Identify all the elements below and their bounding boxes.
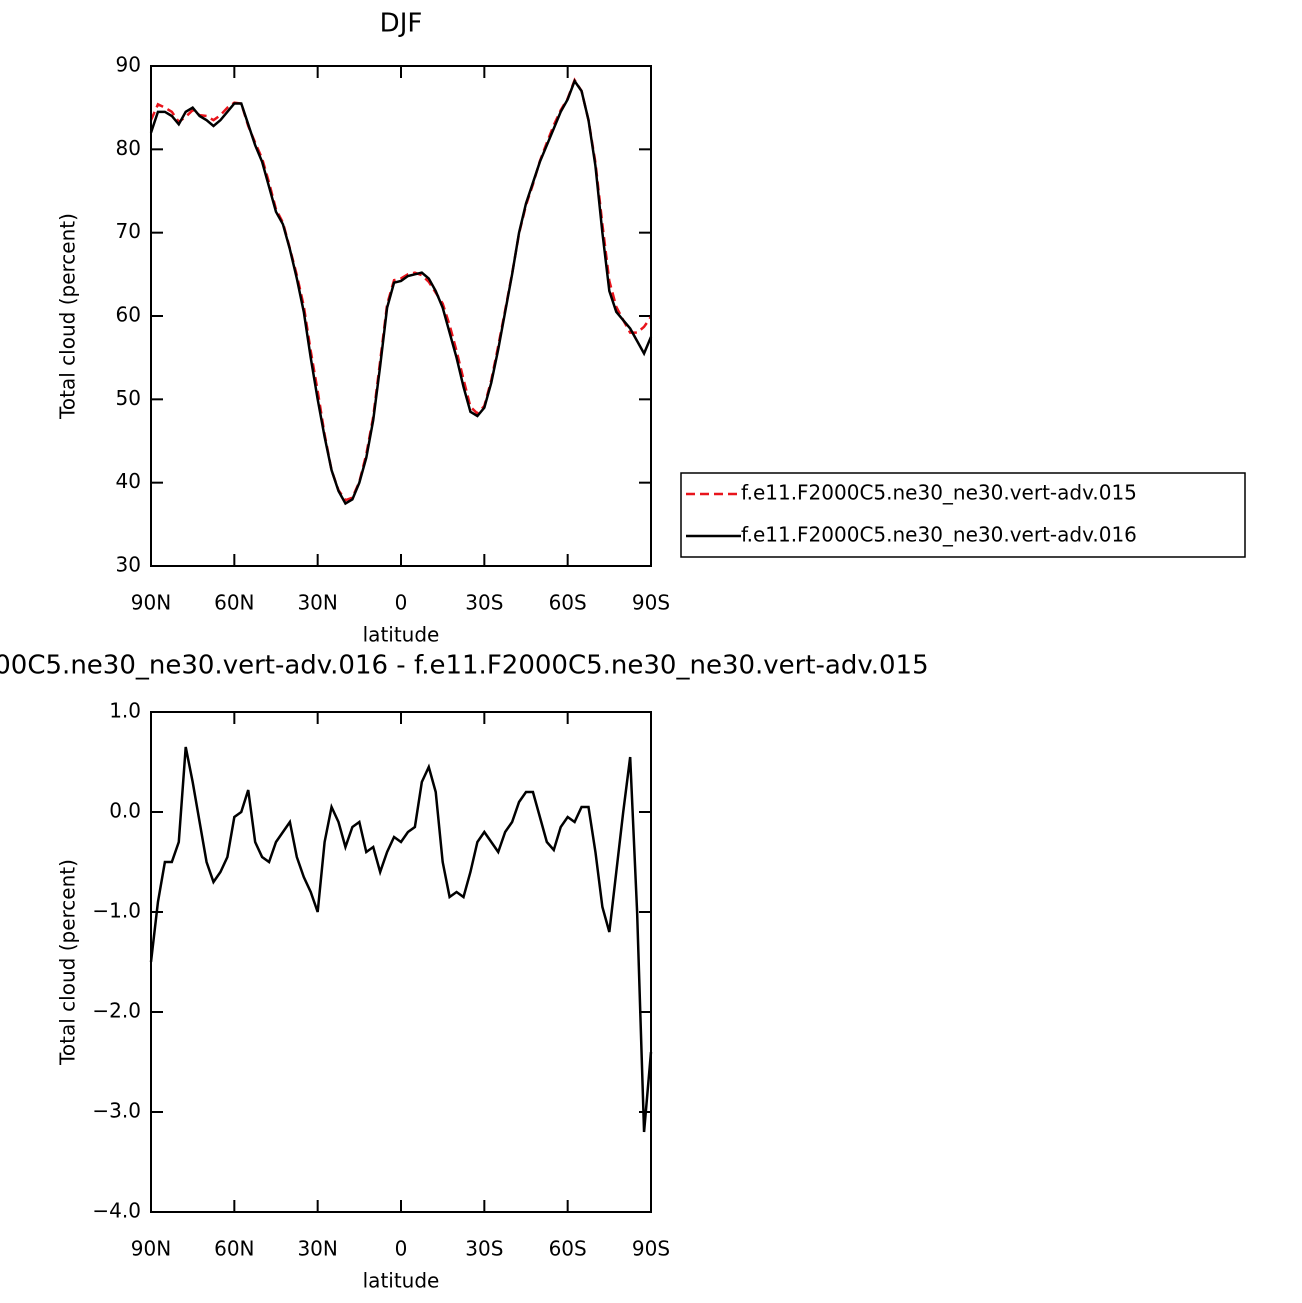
y-tick-label: 40 xyxy=(116,469,141,493)
x-tick-label: 60S xyxy=(549,591,587,615)
legend-label: f.e11.F2000C5.ne30_ne30.vert-adv.015 xyxy=(741,481,1137,505)
x-tick-label: 90N xyxy=(131,1237,171,1261)
y-tick-label: −1.0 xyxy=(92,899,141,923)
y-tick-label: −2.0 xyxy=(92,999,141,1023)
y-axis-label: Total cloud (percent) xyxy=(56,859,80,1066)
legend-box xyxy=(680,472,1246,558)
x-tick-label: 90N xyxy=(131,591,171,615)
x-tick-label: 90S xyxy=(632,1237,670,1261)
y-tick-label: 60 xyxy=(116,303,141,327)
chart-title: f.e11.F2000C5.ne30_ne30.vert-adv.016 - f… xyxy=(0,651,929,681)
y-tick-label: 1.0 xyxy=(109,699,141,723)
x-tick-label: 0 xyxy=(395,591,408,615)
plot-frame xyxy=(150,65,652,567)
y-axis-label: Total cloud (percent) xyxy=(56,213,80,420)
y-tick-label: 0.0 xyxy=(109,799,141,823)
chart-title: DJF xyxy=(380,9,423,39)
y-tick-label: −4.0 xyxy=(92,1199,141,1223)
x-tick-label: 60S xyxy=(549,1237,587,1261)
x-tick-label: 0 xyxy=(395,1237,408,1261)
data-line xyxy=(149,746,653,1133)
y-tick-label: 50 xyxy=(116,386,141,410)
x-tick-label: 90S xyxy=(632,591,670,615)
x-tick-label: 30N xyxy=(297,1237,337,1261)
x-tick-label: 30S xyxy=(465,591,503,615)
y-tick-label: 80 xyxy=(116,136,141,160)
y-tick-label: 90 xyxy=(116,53,141,77)
x-tick-label: 30S xyxy=(465,1237,503,1261)
data-line xyxy=(149,77,653,502)
legend-label: f.e11.F2000C5.ne30_ne30.vert-adv.016 xyxy=(741,523,1137,547)
y-tick-label: 30 xyxy=(116,553,141,577)
x-axis-label: latitude xyxy=(363,1269,440,1293)
x-tick-label: 60N xyxy=(214,1237,254,1261)
x-axis-label: latitude xyxy=(363,623,440,647)
plot-frame xyxy=(150,711,652,1213)
x-tick-label: 30N xyxy=(297,591,337,615)
x-tick-label: 60N xyxy=(214,591,254,615)
y-tick-label: 70 xyxy=(116,219,141,243)
data-line xyxy=(149,78,653,506)
y-tick-label: −3.0 xyxy=(92,1099,141,1123)
